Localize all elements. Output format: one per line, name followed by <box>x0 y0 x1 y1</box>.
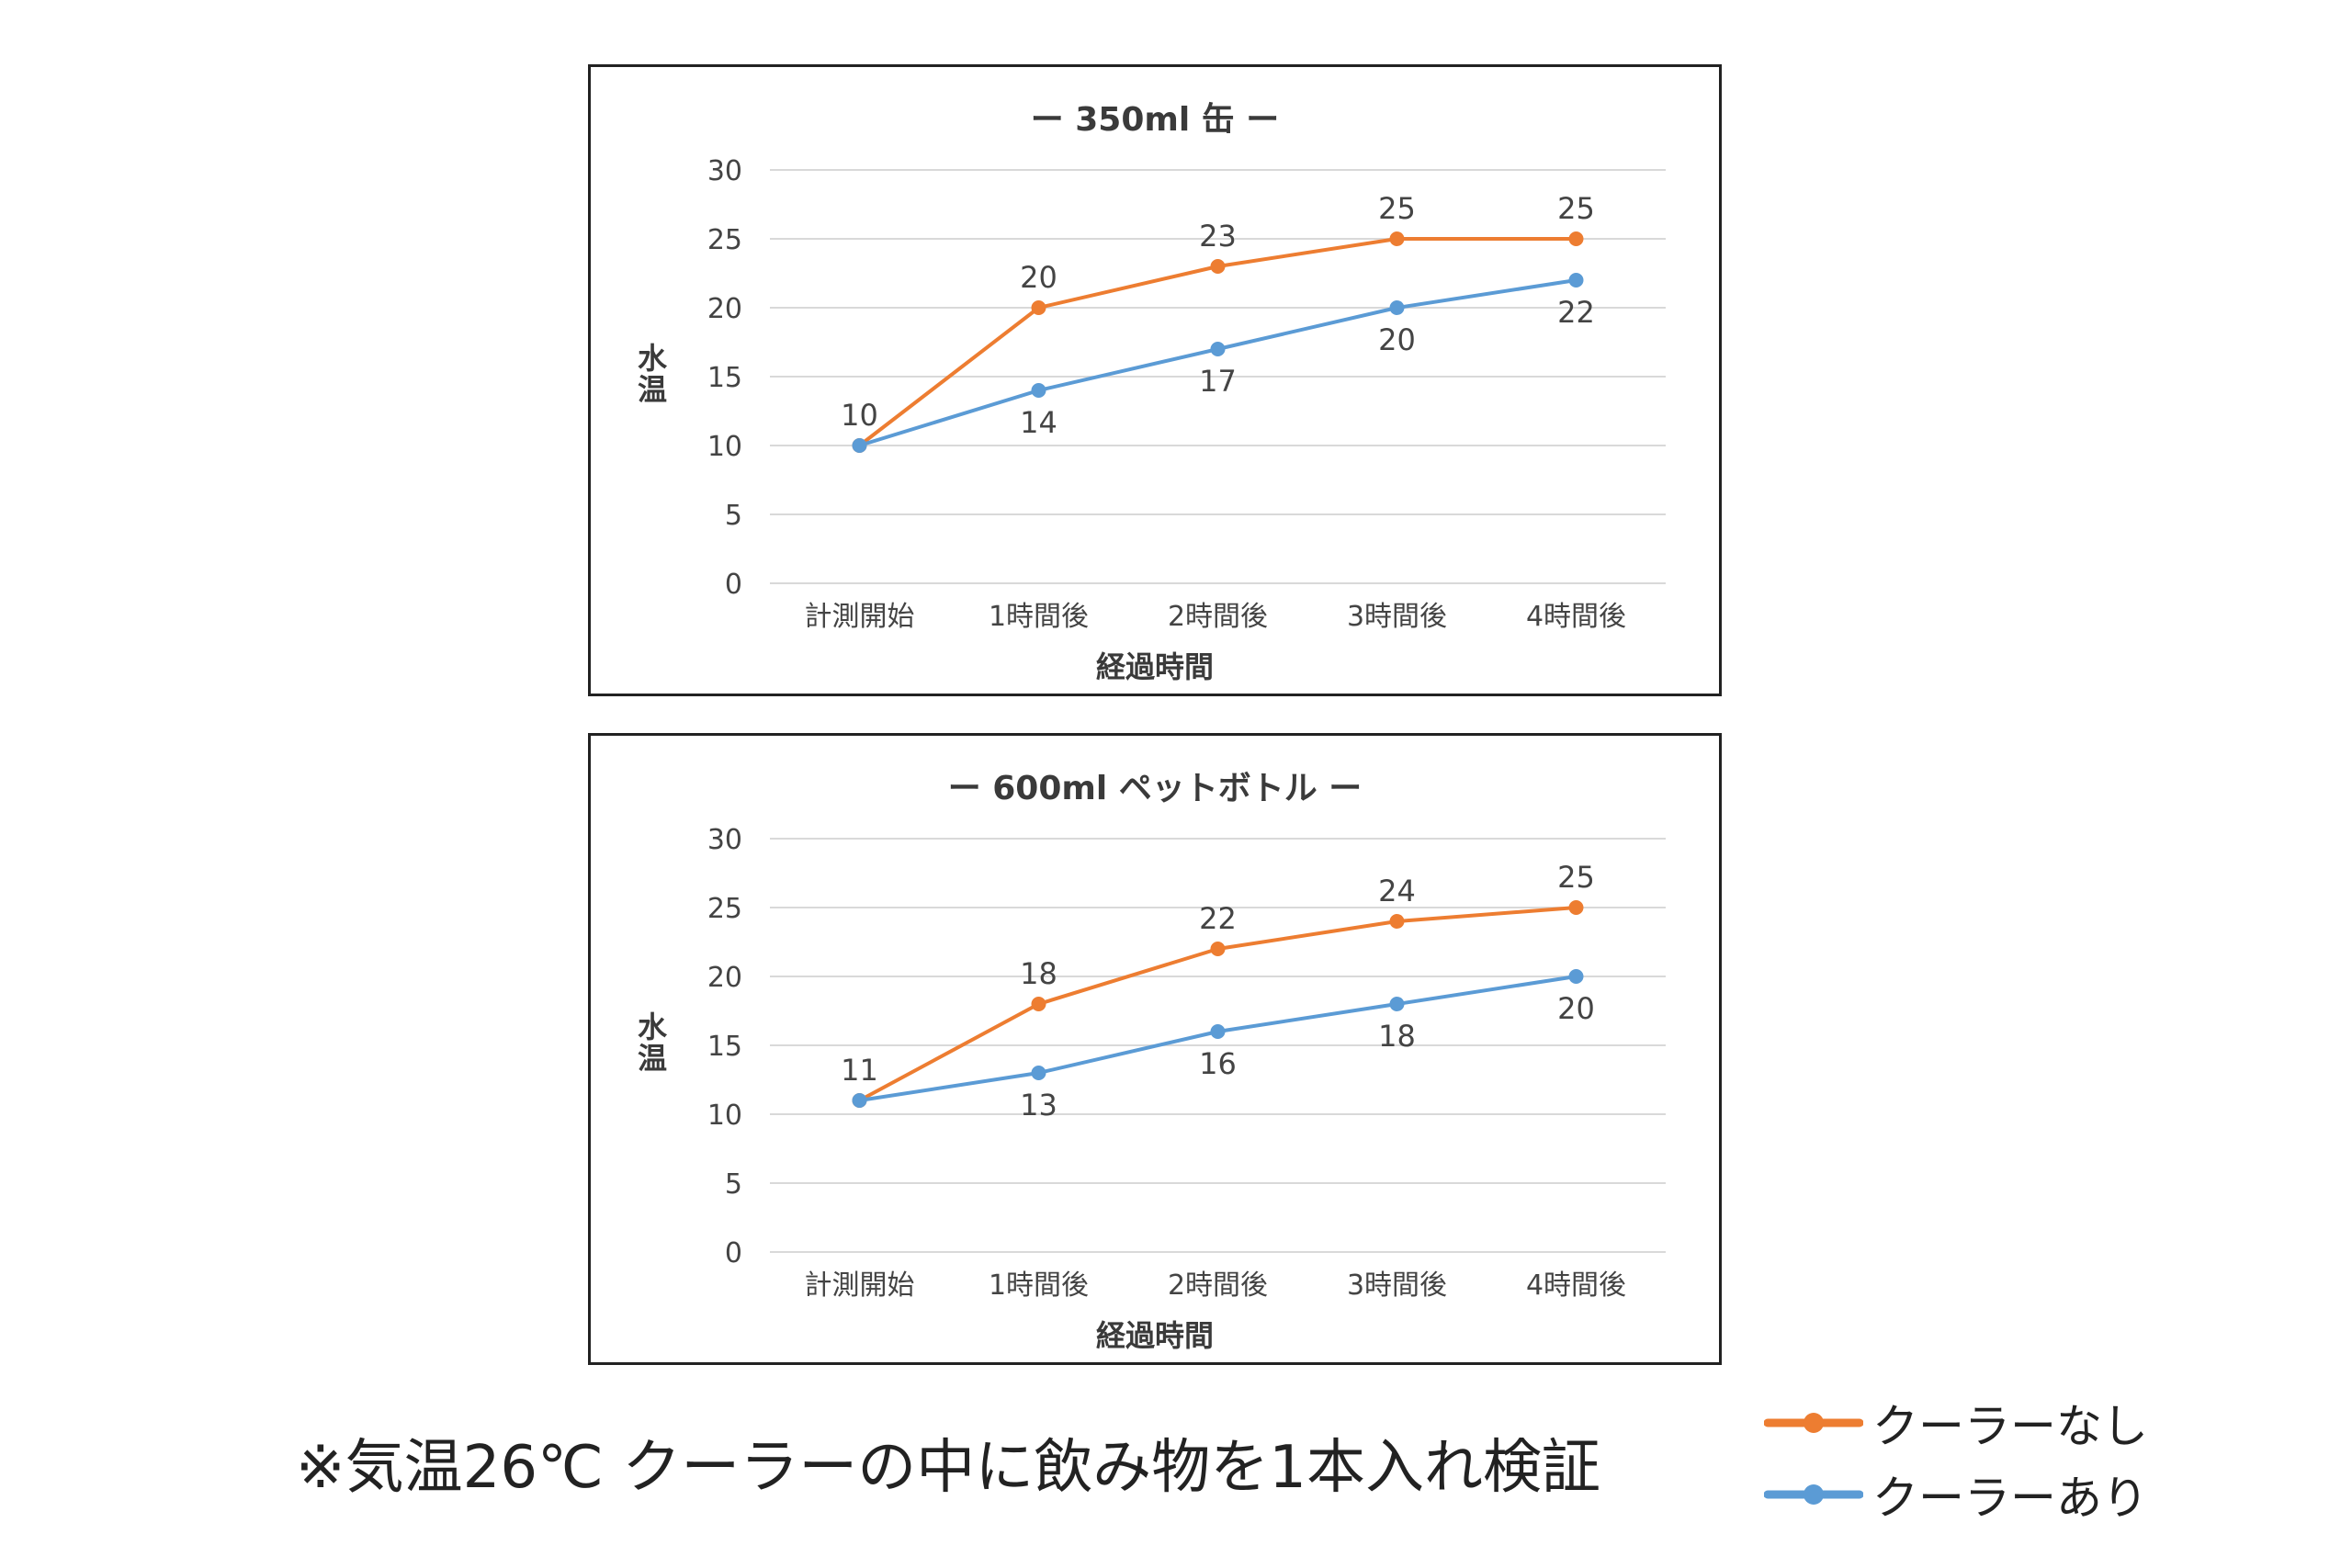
x-tick-label: 1時間後 <box>989 1269 1089 1302</box>
y-tick-label: 5 <box>725 500 742 532</box>
data-point <box>1389 914 1405 929</box>
data-point <box>1031 1066 1046 1080</box>
data-label: 13 <box>1020 1088 1057 1122</box>
y-tick-label: 15 <box>707 1031 742 1063</box>
x-tick-label: 計測開始 <box>805 1269 915 1302</box>
data-point <box>1031 300 1046 315</box>
chart-plot-area: 0 5 10 15 20 25 30 計測開始 1時間後 2時間後 3時間後 4時間後 11 18 22 24… <box>707 824 1666 1302</box>
x-tick-label: 3時間後 <box>1347 1269 1447 1302</box>
y-tick-label: 30 <box>707 824 742 856</box>
x-tick-label: 3時間後 <box>1347 601 1447 633</box>
x-tick-label: 2時間後 <box>1168 601 1268 633</box>
data-label: 24 <box>1378 874 1416 908</box>
x-tick-label: 計測開始 <box>805 601 915 633</box>
legend: クーラーなし クーラーあり <box>1764 1387 2148 1530</box>
x-tick-label: 1時間後 <box>989 601 1089 633</box>
y-axis-label: 水温 <box>633 1011 668 1074</box>
y-tick-label: 0 <box>725 1237 742 1269</box>
x-axis-label: 経過時間 <box>1095 1318 1214 1353</box>
data-label: 16 <box>1199 1046 1237 1081</box>
legend-swatch-no-cooler <box>1764 1413 1863 1433</box>
chart-title: ー 600ml ペットボトル ー <box>947 770 1363 807</box>
chart-title: ー 350ml 缶 ー <box>1030 101 1280 139</box>
data-label: 23 <box>1199 219 1237 254</box>
y-tick-label: 25 <box>707 893 742 925</box>
chart-350ml-can: ー 350ml 缶 ー 水温 経過時間 0 5 10 15 20 25 30 計測開始 1時間後… <box>588 64 1722 696</box>
y-tick-label: 20 <box>707 293 742 325</box>
data-point <box>1210 942 1226 956</box>
y-tick-label: 10 <box>707 431 742 463</box>
y-tick-label: 0 <box>725 569 742 601</box>
legend-label-with-cooler: クーラーあり <box>1872 1472 2148 1525</box>
data-point <box>1389 300 1405 315</box>
data-label: 18 <box>1020 956 1057 991</box>
legend-item-with-cooler: クーラーあり <box>1764 1459 2148 1530</box>
data-point <box>1568 900 1584 915</box>
footnote: ※気温26℃ クーラーの中に飲み物を1本入れ検証 <box>296 1434 1600 1502</box>
data-label: 22 <box>1557 295 1595 330</box>
data-point <box>1389 997 1405 1011</box>
data-point <box>1031 383 1046 398</box>
data-label: 18 <box>1378 1019 1416 1054</box>
x-tick-label: 4時間後 <box>1526 601 1626 633</box>
data-point <box>1389 231 1405 246</box>
data-point <box>1568 969 1584 984</box>
data-point <box>1210 1024 1226 1039</box>
data-label: 25 <box>1557 191 1595 226</box>
legend-label-no-cooler: クーラーなし <box>1872 1400 2148 1453</box>
data-label: 22 <box>1199 901 1237 936</box>
data-label: 20 <box>1020 260 1057 295</box>
y-tick-label: 25 <box>707 224 742 256</box>
data-point <box>852 1093 867 1108</box>
y-tick-label: 20 <box>707 962 742 994</box>
data-point <box>1210 342 1226 356</box>
x-tick-label: 4時間後 <box>1526 1269 1626 1302</box>
y-tick-label: 10 <box>707 1100 742 1132</box>
chart-plot-area: 0 5 10 15 20 25 30 計測開始 1時間後 2時間後 3時間後 4時間後 10 20 23 25… <box>707 155 1666 633</box>
data-label: 17 <box>1199 364 1237 399</box>
data-label: 10 <box>841 398 878 433</box>
chart-600ml-pet-bottle: ー 600ml ペットボトル ー 水温 経過時間 0 5 10 15 20 25 30 計測開… <box>588 733 1722 1365</box>
y-axis-label: 水温 <box>633 343 668 405</box>
data-point <box>1031 997 1046 1011</box>
data-label: 20 <box>1378 322 1416 357</box>
legend-item-no-cooler: クーラーなし <box>1764 1387 2148 1459</box>
y-tick-label: 5 <box>725 1168 742 1201</box>
data-label: 25 <box>1378 191 1416 226</box>
data-label: 25 <box>1557 860 1595 895</box>
data-label: 20 <box>1557 991 1595 1026</box>
y-tick-label: 15 <box>707 362 742 394</box>
data-point <box>1568 273 1584 288</box>
data-point <box>852 438 867 453</box>
y-tick-label: 30 <box>707 155 742 187</box>
data-label: 11 <box>841 1053 878 1088</box>
x-axis-label: 経過時間 <box>1095 649 1214 684</box>
legend-swatch-with-cooler <box>1764 1484 1863 1505</box>
data-point <box>1210 259 1226 274</box>
data-label: 14 <box>1020 405 1057 440</box>
x-tick-label: 2時間後 <box>1168 1269 1268 1302</box>
data-point <box>1568 231 1584 246</box>
